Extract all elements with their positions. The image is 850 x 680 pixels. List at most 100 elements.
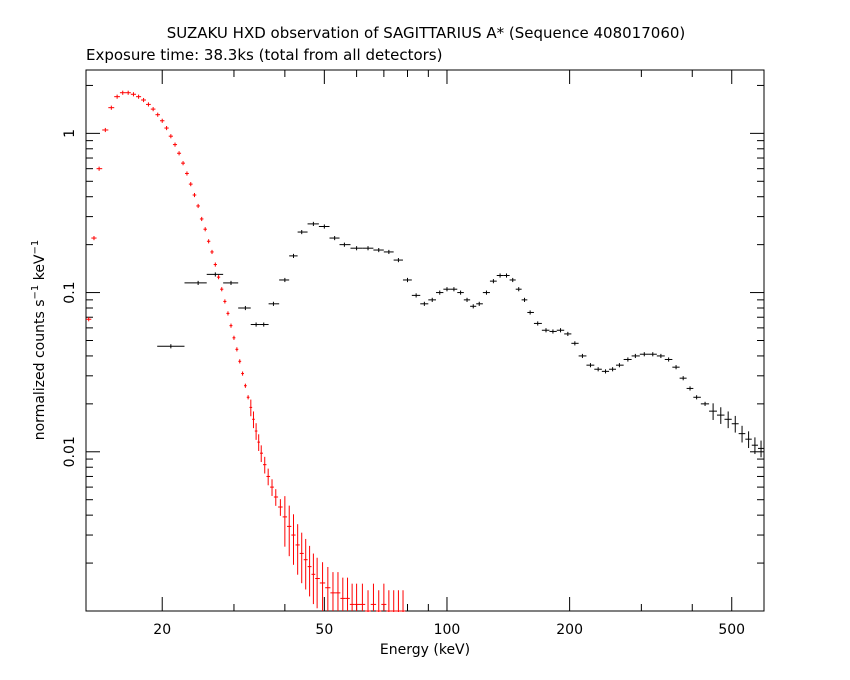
data-point <box>199 216 204 222</box>
y-axis-label-exp2: −1 <box>30 240 41 255</box>
y-axis-label-unit: keV <box>32 254 48 285</box>
data-point <box>303 538 308 590</box>
data-point <box>476 301 483 306</box>
data-point <box>450 287 458 292</box>
data-point <box>383 249 394 255</box>
data-point <box>586 363 595 368</box>
data-point <box>393 258 403 263</box>
data-point <box>252 411 255 429</box>
data-point <box>287 505 292 557</box>
data-point <box>141 97 146 103</box>
data-point <box>318 224 330 229</box>
data-point <box>709 403 717 420</box>
data-point <box>373 247 384 253</box>
data-point <box>664 357 673 362</box>
data-point <box>295 524 300 575</box>
data-point <box>686 386 694 391</box>
data-point <box>330 572 336 611</box>
y-tick-label: 0.01 <box>62 436 78 467</box>
data-point <box>185 171 189 176</box>
data-point <box>238 359 242 364</box>
data-point <box>279 277 290 283</box>
data-point <box>159 118 165 123</box>
x-tick-label: 500 <box>718 622 745 638</box>
chart-title: SUZAKU HXD observation of SAGITTARIUS A*… <box>167 24 686 42</box>
data-point <box>96 166 103 171</box>
data-point <box>268 301 280 306</box>
data-point <box>679 376 687 381</box>
data-point <box>435 290 444 295</box>
y-axis-label-main: normalized counts s <box>32 299 48 440</box>
data-point <box>556 328 565 333</box>
data-point <box>119 90 126 95</box>
data-point <box>601 369 610 374</box>
x-axis-label: Energy (keV) <box>380 642 470 658</box>
data-point <box>273 489 279 506</box>
chart-subtitle: Exposure time: 38.3ks (total from all de… <box>86 46 442 64</box>
data-point <box>220 287 224 292</box>
plot-frame <box>85 69 765 612</box>
data-point <box>402 277 412 283</box>
data-point <box>266 468 271 486</box>
y-tick-label: 0.1 <box>62 281 78 303</box>
data-point <box>150 107 156 112</box>
data-series <box>86 90 764 612</box>
data-point <box>91 236 97 241</box>
data-point <box>257 434 260 451</box>
data-point <box>549 329 557 334</box>
data-point <box>307 221 319 226</box>
series-0 <box>86 90 406 612</box>
y-tick-labels: 1 0.1 0.01 <box>62 129 78 467</box>
data-point <box>370 583 377 611</box>
x-tick-label: 200 <box>556 622 583 638</box>
data-point <box>130 92 137 97</box>
data-point <box>168 134 173 139</box>
data-point <box>340 577 346 611</box>
data-point <box>616 363 624 368</box>
data-point <box>232 335 236 340</box>
data-point <box>223 280 239 286</box>
data-point <box>693 395 701 400</box>
data-point <box>259 322 269 327</box>
data-point <box>249 399 253 417</box>
data-point <box>136 94 142 99</box>
data-point <box>243 383 247 388</box>
data-point <box>496 273 504 278</box>
data-point <box>188 182 193 187</box>
data-point <box>172 142 178 147</box>
data-point <box>489 279 497 284</box>
data-point <box>335 572 341 611</box>
data-point <box>509 277 516 283</box>
data-point <box>381 583 387 611</box>
data-point <box>262 456 267 474</box>
data-point <box>578 353 587 359</box>
data-point <box>196 203 200 209</box>
data-point <box>639 352 649 357</box>
data-point <box>102 127 109 133</box>
data-point <box>114 94 120 99</box>
data-point <box>307 545 312 597</box>
data-point <box>297 229 308 235</box>
data-point <box>203 227 207 232</box>
data-point <box>672 365 680 370</box>
data-point <box>349 583 355 611</box>
data-point <box>411 293 421 298</box>
data-point <box>289 253 298 258</box>
data-point <box>125 90 131 95</box>
x-tick-label: 20 <box>153 622 171 638</box>
data-point <box>345 577 350 611</box>
data-point <box>757 440 764 458</box>
data-point <box>216 275 221 280</box>
series-1 <box>157 221 764 458</box>
data-point <box>365 590 371 612</box>
y-axis-label-exp1: −1 <box>30 285 41 300</box>
data-point <box>648 352 657 357</box>
data-point <box>521 297 528 302</box>
data-point <box>254 423 258 440</box>
data-point <box>515 287 522 292</box>
data-point <box>108 105 115 110</box>
data-point <box>386 590 392 612</box>
data-point <box>270 479 274 496</box>
data-point <box>311 553 316 605</box>
